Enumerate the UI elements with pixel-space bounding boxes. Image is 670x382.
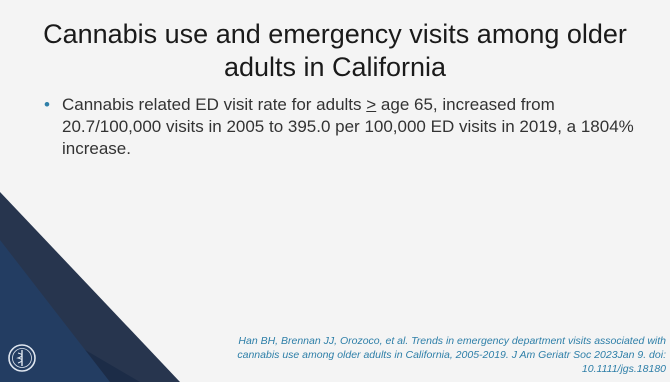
bullet-text-part1: Cannabis related ED visit rate for adult… [62, 95, 367, 114]
bullet-list: • Cannabis related ED visit rate for adu… [44, 94, 644, 160]
slide-title: Cannabis use and emergency visits among … [43, 19, 627, 82]
bullet-text-part2: age 65, increased from 20.7/100,000 visi… [62, 95, 634, 158]
bullet-dot-icon: • [44, 95, 50, 114]
bullet-item: • Cannabis related ED visit rate for adu… [44, 94, 644, 160]
greater-equal-symbol: > [366, 95, 377, 114]
medical-society-seal-icon [8, 344, 36, 372]
citation: Han BH, Brennan JJ, Orozoco, et al. Tren… [237, 335, 666, 375]
